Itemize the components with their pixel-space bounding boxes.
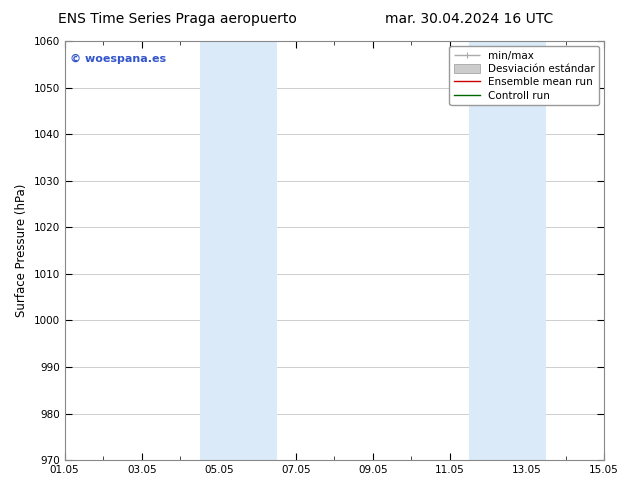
Bar [469, 41, 508, 460]
Bar [238, 41, 276, 460]
Text: © woespana.es: © woespana.es [70, 53, 166, 64]
Y-axis label: Surface Pressure (hPa): Surface Pressure (hPa) [15, 184, 28, 318]
Text: ENS Time Series Praga aeropuerto: ENS Time Series Praga aeropuerto [58, 12, 297, 26]
Text: mar. 30.04.2024 16 UTC: mar. 30.04.2024 16 UTC [385, 12, 553, 26]
Legend: min/max, Desviación estándar, Ensemble mean run, Controll run: min/max, Desviación estándar, Ensemble m… [450, 46, 599, 105]
Bar [200, 41, 238, 460]
Bar [508, 41, 547, 460]
